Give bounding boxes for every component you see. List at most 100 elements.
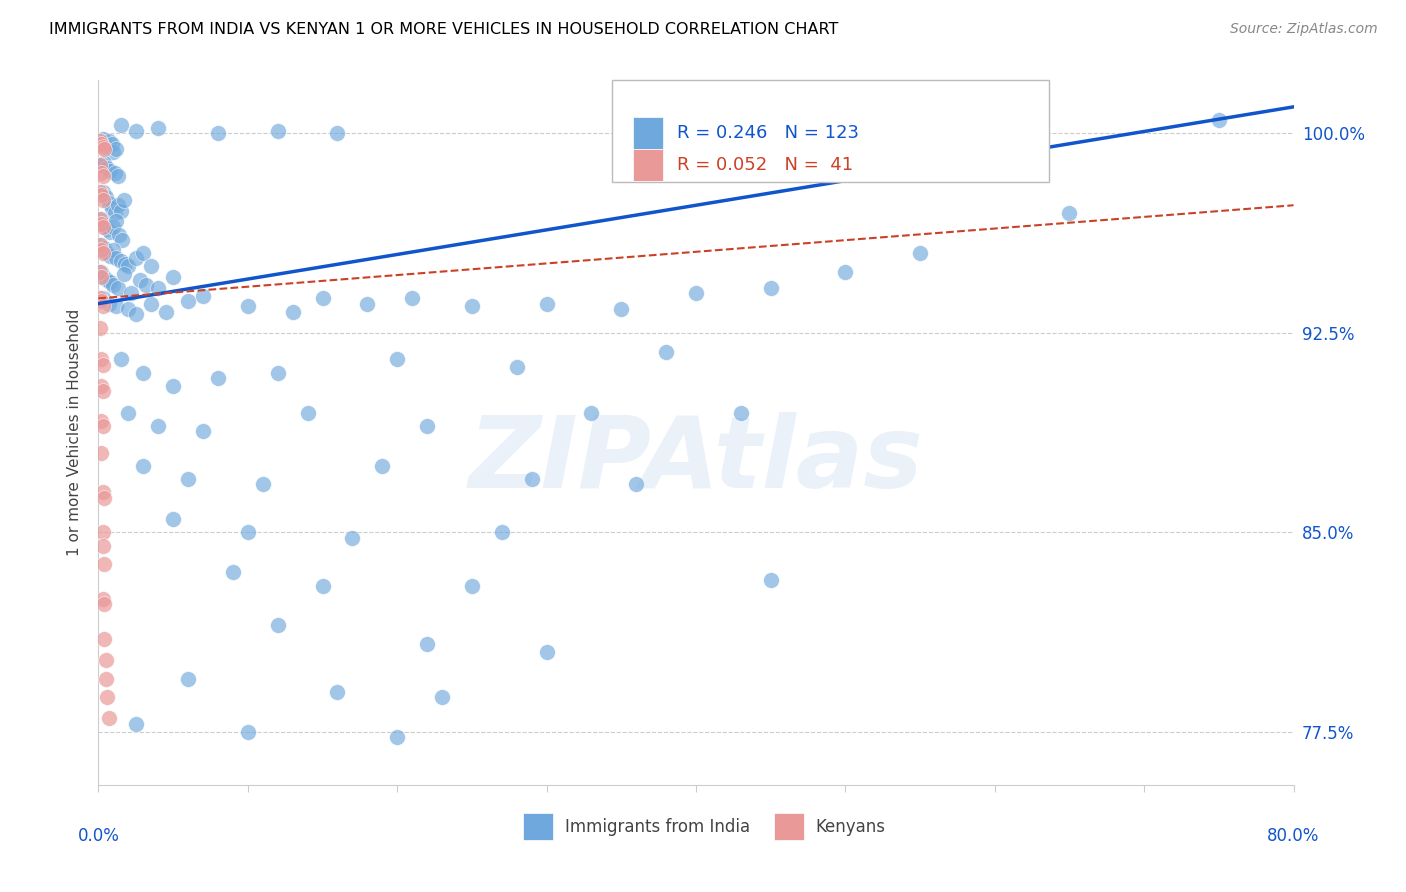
- Point: [385, 730, 409, 744]
- Point: [401, 291, 423, 305]
- Point: [207, 127, 229, 141]
- Point: [90, 211, 112, 226]
- Point: [385, 352, 409, 367]
- Point: [107, 198, 129, 212]
- Point: [105, 214, 128, 228]
- Point: [1208, 113, 1230, 128]
- Point: [90, 445, 112, 459]
- Point: [105, 299, 128, 313]
- Point: [112, 268, 135, 282]
- Point: [97, 711, 120, 725]
- Point: [125, 124, 148, 138]
- Point: [90, 158, 112, 172]
- Point: [90, 217, 112, 231]
- Point: [98, 225, 122, 239]
- Point: [155, 304, 177, 318]
- Point: [90, 352, 112, 367]
- FancyBboxPatch shape: [523, 814, 553, 840]
- Point: [236, 525, 259, 540]
- Point: [177, 472, 200, 486]
- Point: [655, 344, 678, 359]
- Point: [834, 265, 856, 279]
- Point: [520, 472, 543, 486]
- Point: [610, 301, 633, 316]
- Point: [222, 566, 245, 580]
- Point: [105, 252, 128, 266]
- Point: [101, 137, 124, 152]
- Text: R = 0.246   N = 123: R = 0.246 N = 123: [676, 124, 859, 142]
- Point: [89, 238, 111, 252]
- Point: [132, 366, 155, 380]
- Point: [97, 296, 120, 310]
- Point: [236, 299, 259, 313]
- Point: [491, 525, 513, 540]
- Point: [98, 276, 122, 290]
- Point: [326, 685, 349, 699]
- Point: [90, 244, 112, 258]
- Text: R = 0.052   N =  41: R = 0.052 N = 41: [676, 156, 853, 174]
- Point: [1059, 206, 1081, 220]
- Point: [93, 491, 115, 505]
- Point: [267, 618, 290, 632]
- Point: [91, 384, 114, 399]
- Point: [177, 672, 200, 686]
- Point: [416, 419, 439, 434]
- Point: [90, 166, 112, 180]
- Point: [177, 293, 200, 308]
- Point: [90, 137, 112, 152]
- Point: [90, 187, 112, 202]
- Point: [96, 246, 118, 260]
- Point: [207, 371, 229, 385]
- FancyBboxPatch shape: [633, 118, 662, 149]
- Point: [91, 485, 114, 500]
- Point: [105, 143, 128, 157]
- Y-axis label: 1 or more Vehicles in Household: 1 or more Vehicles in Household: [66, 309, 82, 557]
- Point: [91, 539, 114, 553]
- Point: [326, 127, 349, 141]
- Point: [108, 227, 131, 242]
- Point: [730, 406, 752, 420]
- Text: Kenyans: Kenyans: [815, 818, 886, 836]
- Point: [94, 140, 117, 154]
- Point: [139, 296, 162, 310]
- Point: [91, 132, 114, 146]
- Point: [117, 260, 139, 274]
- Point: [148, 281, 170, 295]
- Text: IMMIGRANTS FROM INDIA VS KENYAN 1 OR MORE VEHICLES IN HOUSEHOLD CORRELATION CHAR: IMMIGRANTS FROM INDIA VS KENYAN 1 OR MOR…: [49, 22, 838, 37]
- Point: [93, 155, 115, 169]
- Point: [111, 233, 134, 247]
- Point: [94, 653, 117, 667]
- Point: [98, 249, 122, 263]
- FancyBboxPatch shape: [773, 814, 804, 840]
- Point: [90, 270, 112, 285]
- Point: [91, 525, 114, 540]
- Point: [94, 190, 117, 204]
- FancyBboxPatch shape: [613, 80, 1049, 183]
- Point: [90, 265, 112, 279]
- Point: [125, 716, 148, 731]
- Text: Source: ZipAtlas.com: Source: ZipAtlas.com: [1230, 22, 1378, 37]
- Point: [103, 278, 125, 293]
- Point: [626, 477, 648, 491]
- Text: ZIPAtlas: ZIPAtlas: [468, 412, 924, 509]
- Point: [536, 645, 558, 659]
- Point: [93, 270, 115, 285]
- Point: [89, 291, 111, 305]
- Point: [252, 477, 274, 491]
- Point: [97, 135, 120, 149]
- Point: [139, 260, 162, 274]
- Point: [281, 304, 304, 318]
- Point: [91, 299, 114, 313]
- Point: [89, 185, 111, 199]
- Point: [93, 241, 115, 255]
- Point: [581, 406, 603, 420]
- Point: [91, 193, 114, 207]
- Point: [132, 458, 155, 473]
- Point: [89, 135, 111, 149]
- Point: [536, 296, 558, 310]
- Point: [96, 690, 118, 705]
- Point: [93, 217, 115, 231]
- Point: [104, 206, 127, 220]
- Point: [132, 246, 155, 260]
- Text: 0.0%: 0.0%: [77, 827, 120, 846]
